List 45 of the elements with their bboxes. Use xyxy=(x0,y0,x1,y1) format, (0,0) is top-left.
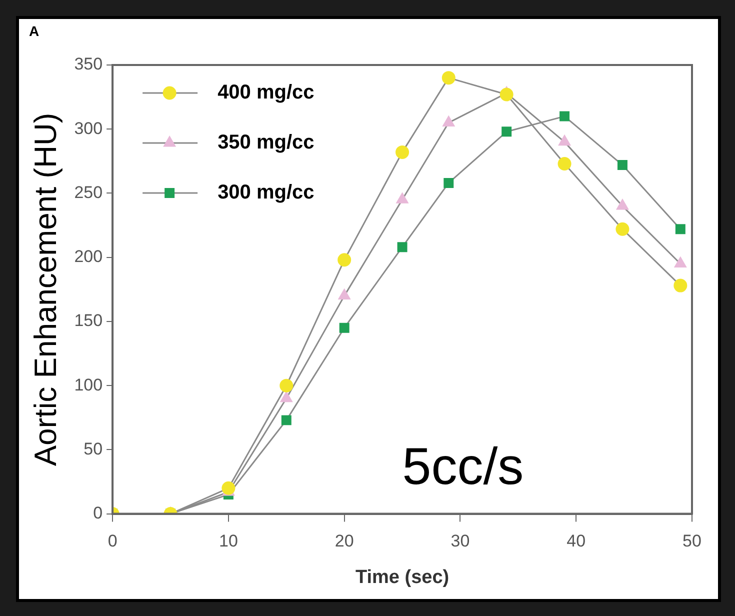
point xyxy=(442,71,456,85)
y-tick-label: 300 xyxy=(74,118,103,138)
chart-title: A xyxy=(29,22,40,39)
y-tick-label: 100 xyxy=(74,375,103,394)
x-axis-title: Time (sec) xyxy=(355,566,450,588)
point xyxy=(396,192,408,204)
point xyxy=(617,160,628,170)
point xyxy=(444,178,454,188)
point xyxy=(280,392,292,402)
y-tick-label: 250 xyxy=(74,182,103,202)
y-tick-label: 350 xyxy=(74,54,103,74)
legend-label: 400 mg/cc xyxy=(218,82,314,104)
point xyxy=(338,289,350,300)
x-tick-label: 10 xyxy=(218,532,238,551)
y-tick-label: 200 xyxy=(74,247,103,266)
annotation: 5cc/s xyxy=(402,438,524,496)
y-tick-label: 150 xyxy=(74,311,103,330)
point xyxy=(674,278,688,292)
point xyxy=(222,481,236,495)
legend-label: 350 mg/cc xyxy=(218,132,314,154)
point xyxy=(502,126,512,137)
point xyxy=(674,257,686,268)
point xyxy=(281,415,292,426)
point xyxy=(397,242,408,252)
point xyxy=(339,322,350,333)
point xyxy=(558,135,570,146)
point xyxy=(558,156,572,170)
point xyxy=(396,145,410,159)
y-tick-label: 0 xyxy=(93,503,103,522)
y-tick-label: 50 xyxy=(84,439,103,458)
point xyxy=(442,116,455,126)
point xyxy=(500,88,514,102)
point xyxy=(280,378,294,392)
legend-label: 300 mg/cc xyxy=(218,182,314,204)
point xyxy=(616,222,630,236)
x-tick-label: 30 xyxy=(450,532,470,551)
x-tick-label: 20 xyxy=(334,532,354,551)
y-axis-title: Aortic Enhancement (HU) xyxy=(28,112,64,466)
point xyxy=(675,224,686,234)
x-tick-label: 40 xyxy=(566,532,586,551)
x-tick-label: 50 xyxy=(682,532,702,551)
point xyxy=(338,253,352,267)
point xyxy=(616,199,628,210)
point xyxy=(560,111,570,122)
x-tick-label: 0 xyxy=(108,532,118,551)
